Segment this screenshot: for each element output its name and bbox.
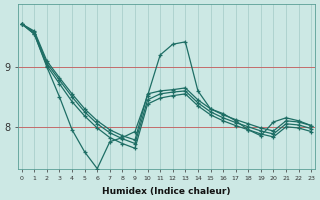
X-axis label: Humidex (Indice chaleur): Humidex (Indice chaleur)	[102, 187, 231, 196]
